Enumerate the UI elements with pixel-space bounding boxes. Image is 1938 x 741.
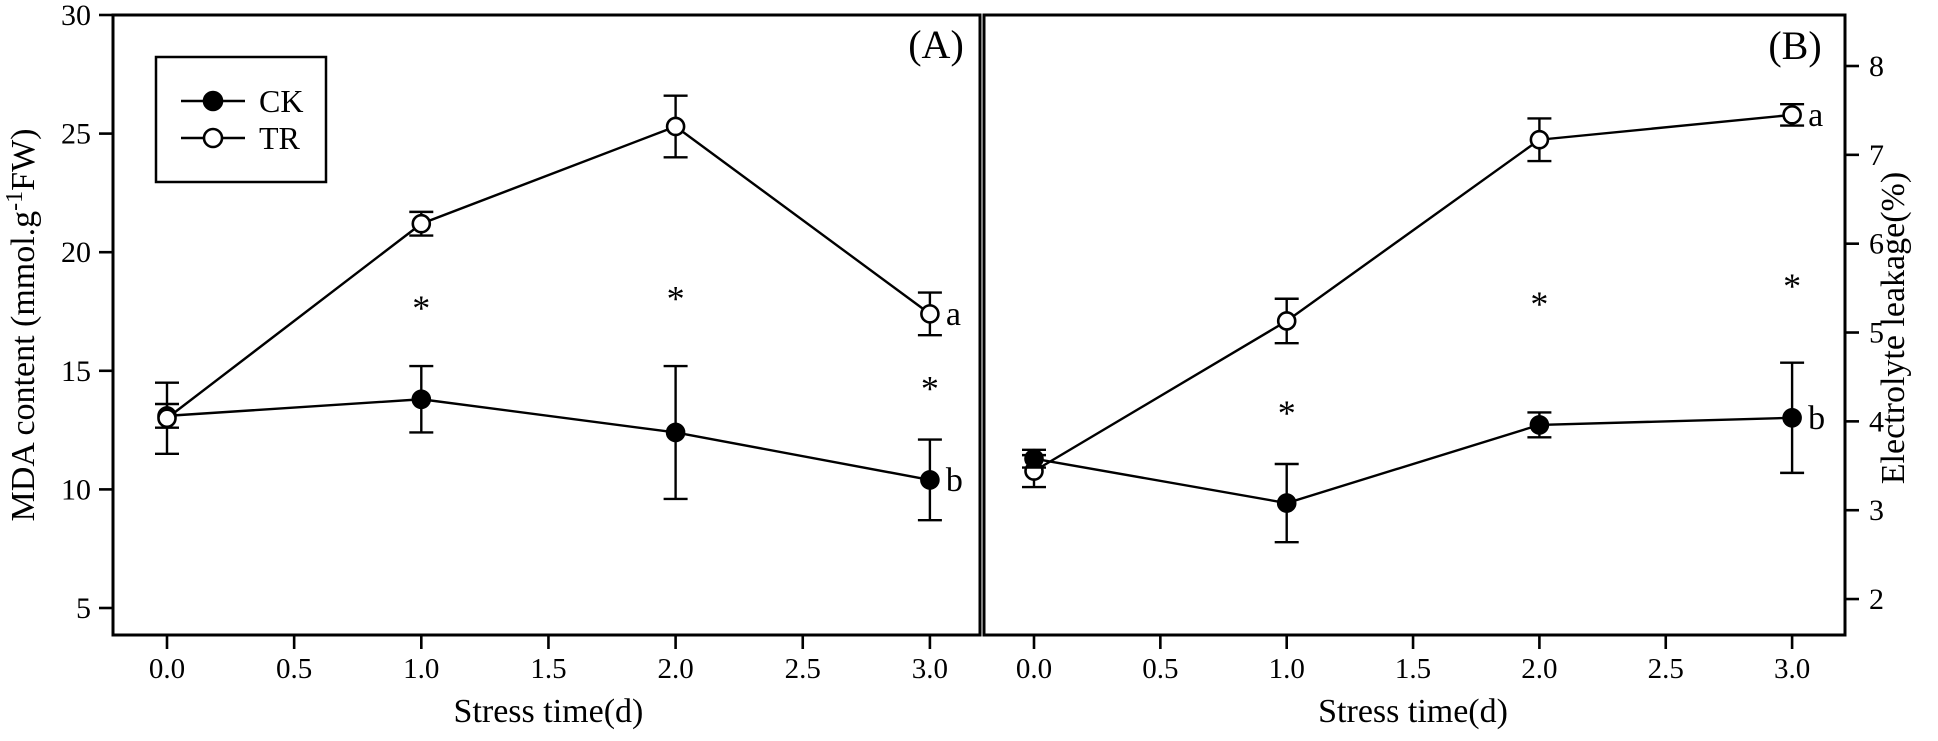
x-axis-tick-label: 0.0 bbox=[1016, 653, 1052, 685]
series-ck-line bbox=[1033, 416, 1793, 505]
significance-asterisk: * bbox=[412, 288, 430, 328]
y-axis-tick-label: 15 bbox=[61, 355, 91, 388]
series-ck-marker bbox=[1024, 448, 1044, 469]
series-ck bbox=[1022, 361, 1805, 544]
x-axis-tick-label: 1.0 bbox=[403, 653, 439, 685]
panel-b-frame bbox=[982, 13, 1847, 637]
significance-letter-b: b bbox=[946, 462, 963, 499]
x-axis-tick-label: 2.0 bbox=[657, 653, 693, 685]
x-axis-tick-label: 0.0 bbox=[149, 653, 185, 685]
x-axis-tick-label: 3.0 bbox=[1774, 653, 1810, 685]
significance-asterisk: * bbox=[1530, 284, 1548, 324]
series-tr-marker bbox=[1529, 129, 1550, 150]
x-axis-label: Stress time(d) bbox=[454, 693, 644, 730]
x-axis-tick-label: 1.5 bbox=[530, 653, 566, 685]
series-tr-marker bbox=[1782, 105, 1802, 125]
series-tr-marker bbox=[411, 213, 432, 234]
y-axis-tick-label: 25 bbox=[61, 118, 91, 151]
series-tr bbox=[155, 94, 942, 456]
y-axis-tick-label: 30 bbox=[61, 0, 91, 32]
y-axis-tick-label: 20 bbox=[61, 236, 91, 269]
series-ck-marker bbox=[920, 470, 940, 490]
y-axis-tick-label: 2 bbox=[1869, 583, 1884, 616]
y-axis-tick-label: 4 bbox=[1869, 405, 1884, 438]
y-axis-tick-label: 8 bbox=[1869, 50, 1884, 83]
series-ck-line bbox=[166, 398, 931, 482]
panel-a-frame bbox=[111, 13, 982, 637]
legend-label-ck: CK bbox=[259, 83, 303, 119]
x-axis-tick-label: 0.5 bbox=[1142, 653, 1178, 685]
panel-letter-label: (B) bbox=[1768, 23, 1821, 68]
y-axis-tick-label: 10 bbox=[61, 473, 91, 506]
panel-letter-label: (A) bbox=[908, 22, 964, 67]
significance-asterisk: * bbox=[1783, 266, 1801, 306]
y-axis-tick-label: 5 bbox=[76, 592, 91, 625]
series-ck-marker bbox=[1782, 408, 1802, 428]
x-axis-tick-label: 1.5 bbox=[1395, 653, 1431, 685]
series-ck bbox=[155, 364, 942, 522]
y-axis-label: MDA content (mmol.g-1FW) bbox=[2, 128, 42, 521]
significance-asterisk: * bbox=[667, 279, 685, 319]
series-ck-marker bbox=[1276, 493, 1297, 513]
series-ck-marker bbox=[411, 389, 432, 410]
series-tr-marker bbox=[665, 116, 686, 137]
x-axis-tick-label: 1.0 bbox=[1269, 653, 1305, 685]
legend-box bbox=[154, 55, 328, 184]
x-axis-tick-label: 2.5 bbox=[1648, 653, 1684, 685]
y-axis-tick-label: 7 bbox=[1869, 139, 1884, 172]
x-axis-tick-label: 2.5 bbox=[785, 653, 821, 685]
x-axis-label: Stress time(d) bbox=[1318, 693, 1508, 730]
series-tr bbox=[1022, 103, 1805, 489]
x-axis-tick-label: 3.0 bbox=[912, 653, 948, 685]
y-axis-tick-label: 3 bbox=[1869, 494, 1884, 527]
panel-a: 0.0 0.5 1.0 1.5 2.0 2.5 3.0 5 10 15 20 25 30 Stress t… bbox=[2, 0, 982, 730]
x-axis-tick-label: 0.5 bbox=[276, 653, 312, 685]
y-axis-label: Electrolyte leakage(%) bbox=[1875, 172, 1912, 484]
series-tr-marker bbox=[1276, 311, 1297, 331]
significance-letter-b: b bbox=[1808, 400, 1825, 437]
series-tr-marker bbox=[920, 304, 940, 324]
legend-marker-ck bbox=[202, 90, 224, 112]
legend-label-tr: TR bbox=[259, 120, 301, 156]
series-tr-line bbox=[166, 125, 931, 420]
panel-b: 0.0 0.5 1.0 1.5 2.0 2.5 3.0 2 3 4 5 6 7 8 Stress time(… bbox=[982, 13, 1912, 730]
significance-letter-a: a bbox=[946, 296, 961, 333]
y-axis-tick-label: 5 bbox=[1869, 317, 1884, 350]
significance-asterisk: * bbox=[921, 369, 939, 409]
series-tr-line bbox=[1033, 113, 1793, 473]
series-tr-marker bbox=[157, 408, 177, 429]
series-ck-marker bbox=[1529, 415, 1550, 435]
x-axis-tick-label: 2.0 bbox=[1521, 653, 1557, 685]
significance-asterisk: * bbox=[1278, 393, 1296, 433]
legend-marker-tr bbox=[202, 127, 224, 149]
significance-letter-a: a bbox=[1808, 97, 1823, 134]
series-ck-marker bbox=[665, 422, 686, 443]
y-axis-tick-label: 6 bbox=[1869, 228, 1884, 261]
